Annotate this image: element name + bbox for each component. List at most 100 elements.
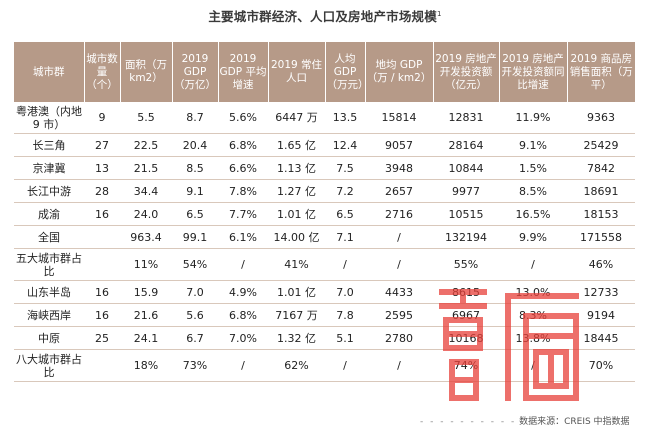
column-header: 2019 常住人口: [268, 42, 326, 102]
table-cell: 7842: [567, 156, 635, 180]
column-header: 人均 GDP（万元）: [325, 42, 369, 102]
table-cell: 28164: [433, 133, 499, 157]
table-cell: 9194: [567, 303, 635, 327]
table-row: 全国 963.4 99.1 6.1% 14.00 亿 7.1/132194 9.9% 1715…: [14, 225, 635, 249]
row-label: 成渝: [14, 202, 84, 226]
footer-dots: - - - - - - - - - -: [420, 417, 517, 427]
table-cell: 2595: [365, 303, 433, 327]
table-cell: 2716: [365, 202, 433, 226]
table-cell: 25: [84, 326, 120, 350]
table-cell: 6.5: [325, 202, 365, 226]
table-cell: 27: [84, 133, 120, 157]
table-cell: [84, 349, 120, 382]
row-label: 中原: [14, 326, 84, 350]
table-row: 山东半岛 16 15.9 7.0 4.9% 1.01 亿 7.0 4433 8615 13.0% 1…: [14, 280, 635, 304]
table-cell: 8.7: [172, 102, 218, 134]
row-label: 海峡西岸: [14, 303, 84, 327]
table-cell: 11.9%: [499, 102, 567, 134]
table-cell: [84, 248, 120, 281]
column-header: 面积（万 km2）: [120, 42, 173, 102]
row-label: 长江中游: [14, 179, 84, 203]
table-cell: 1.01 亿: [268, 202, 325, 226]
row-label: 粤港澳（内地 9 市）: [14, 102, 84, 134]
table-cell: /: [365, 248, 433, 281]
row-label: 五大城市群占比: [14, 248, 84, 281]
table-cell: 15814: [365, 102, 433, 134]
table-cell: 6.8%: [218, 133, 268, 157]
table-cell: 3948: [365, 156, 433, 180]
table-cell: [84, 225, 120, 249]
table-cell: 1.32 亿: [268, 326, 325, 350]
row-label: 全国: [14, 225, 84, 249]
table-cell: 9363: [567, 102, 635, 134]
table-cell: 12.4: [325, 133, 365, 157]
table-title-text: 主要城市群经济、人口及房地产市场规模: [208, 9, 437, 24]
city-cluster-table: 城市群 城市数量（个） 面积（万 km2） 2019 GDP（万亿） 2019 GDP …: [14, 42, 635, 382]
table-cell: 6.7: [172, 326, 218, 350]
table-cell: 21.6: [120, 303, 172, 327]
table-cell: 10844: [433, 156, 499, 180]
table-cell: 18691: [567, 179, 635, 203]
table-cell: 24.0: [120, 202, 172, 226]
table-cell: 9.1%: [499, 133, 567, 157]
table-cell: 7.1: [325, 225, 365, 249]
table-cell: 10515: [433, 202, 499, 226]
table-cell: 13.5: [325, 102, 365, 134]
column-header: 2019 房地产开发投资额同比增速: [499, 42, 568, 102]
table-cell: 18153: [567, 202, 635, 226]
table-cell: 5.1: [325, 326, 365, 350]
table-cell: 963.4: [120, 225, 172, 249]
table-cell: 62%: [268, 349, 325, 382]
table-cell: 8.5: [172, 156, 218, 180]
row-label: 京津冀: [14, 156, 84, 180]
table-cell: 9977: [433, 179, 499, 203]
table-cell: 7.7%: [218, 202, 268, 226]
table-cell: 46%: [567, 248, 635, 281]
row-label: 长三角: [14, 133, 84, 157]
table-cell: /: [218, 349, 268, 382]
column-header: 2019 GDP（万亿）: [172, 42, 219, 102]
table-cell: 6.5: [172, 202, 218, 226]
table-cell: 5.5: [120, 102, 172, 134]
table-cell: 16: [84, 303, 120, 327]
column-header: 地均 GDP（万 / km2）: [365, 42, 434, 102]
table-cell: 7.5: [325, 156, 365, 180]
table-cell: 6.8%: [218, 303, 268, 327]
table-cell: 4433: [365, 280, 433, 304]
table-cell: 1.01 亿: [268, 280, 325, 304]
table-row: 长江中游 28 34.4 9.1 7.8% 1.27 亿 7.2 2657 9977 8.5% 18…: [14, 179, 635, 203]
table-row: 成渝 16 24.0 6.5 7.7% 1.01 亿 6.5 2716 10515 16.5% 18…: [14, 202, 635, 226]
table-cell: 41%: [268, 248, 325, 281]
table-cell: 2657: [365, 179, 433, 203]
table-cell: 14.00 亿: [268, 225, 325, 249]
table-cell: 24.1: [120, 326, 172, 350]
table-cell: 6.1%: [218, 225, 268, 249]
table-cell: 1.13 亿: [268, 156, 325, 180]
table-cell: 25429: [567, 133, 635, 157]
table-cell: 16.5%: [499, 202, 567, 226]
table-cell: 18445: [567, 326, 635, 350]
column-header: 城市数量（个）: [84, 42, 121, 102]
table-cell: 9.1: [172, 179, 218, 203]
table-row: 粤港澳（内地 9 市） 9 5.5 8.7 5.6% 6447 万 13.5 15814 128…: [14, 102, 635, 134]
table-cell: 12733: [567, 280, 635, 304]
table-cell: 20.4: [172, 133, 218, 157]
table-cell: 99.1: [172, 225, 218, 249]
table-cell: 16: [84, 202, 120, 226]
table-cell: 6447 万: [268, 102, 325, 134]
column-header: 2019 商品房销售面积（万平）: [567, 42, 635, 102]
table-cell: 21.5: [120, 156, 172, 180]
table-cell: /: [365, 225, 433, 249]
table-header-row: 城市群 城市数量（个） 面积（万 km2） 2019 GDP（万亿） 2019 GDP …: [14, 42, 635, 102]
table-cell: 2780: [365, 326, 433, 350]
table-cell: 7.0%: [218, 326, 268, 350]
table-row: 海峡西岸 16 21.6 5.6 6.8% 7167 万 7.8 2595 6967 8.3% 91…: [14, 303, 635, 327]
table-cell: 1.27 亿: [268, 179, 325, 203]
row-label: 八大城市群占比: [14, 349, 84, 382]
table-cell: 12831: [433, 102, 499, 134]
table-cell: 18%: [120, 349, 172, 382]
table-title: 主要城市群经济、人口及房地产市场规模1: [0, 6, 650, 25]
table-cell: 4.9%: [218, 280, 268, 304]
column-header: 2019 房地产开发投资额（亿元）: [433, 42, 500, 102]
table-cell: 16: [84, 280, 120, 304]
